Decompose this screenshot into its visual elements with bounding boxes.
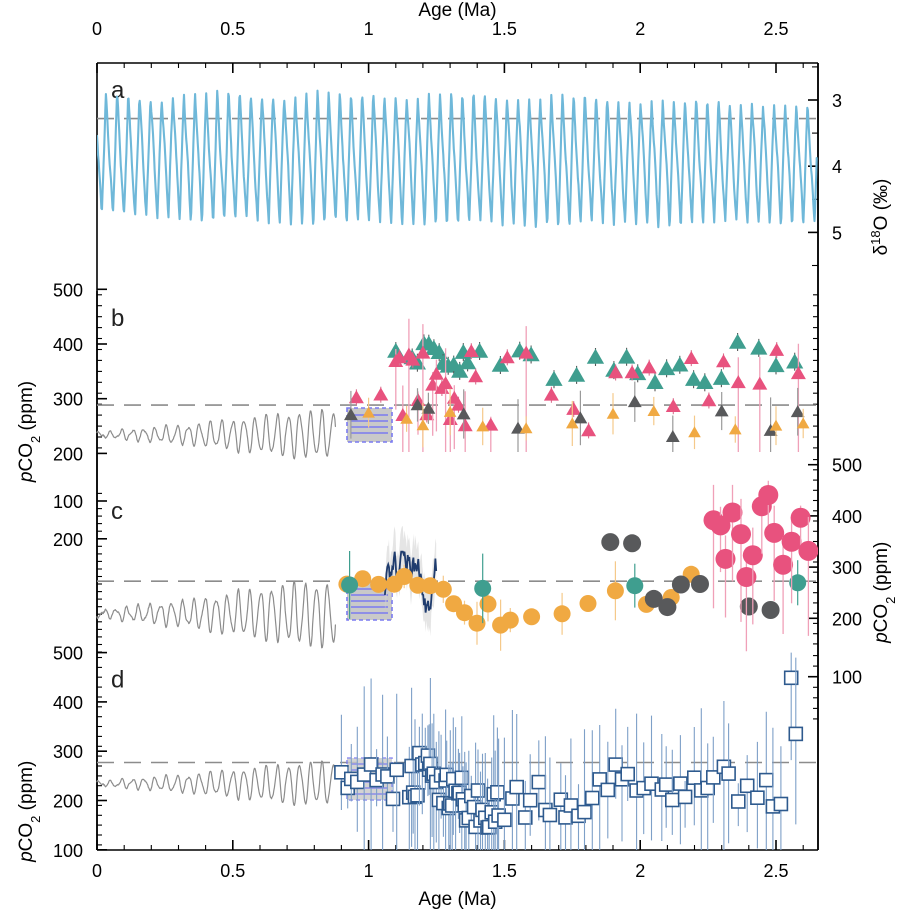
svg-text:Age (Ma): Age (Ma) [418,0,496,21]
svg-text:100: 100 [53,492,83,512]
svg-text:100: 100 [53,841,83,861]
svg-text:200: 200 [53,530,83,550]
svg-text:1.5: 1.5 [492,19,517,39]
svg-text:b: b [111,305,124,332]
svg-text:400: 400 [53,335,83,355]
svg-text:c: c [111,498,123,525]
svg-text:300: 300 [53,742,83,762]
svg-text:500: 500 [832,456,862,476]
svg-text:2: 2 [635,861,645,881]
svg-text:200: 200 [832,609,862,629]
svg-text:1.5: 1.5 [492,861,517,881]
svg-text:d: d [111,667,124,694]
svg-text:200: 200 [53,792,83,812]
svg-text:200: 200 [53,444,83,464]
svg-text:2.5: 2.5 [763,861,788,881]
svg-text:1: 1 [364,19,374,39]
svg-text:3: 3 [832,91,842,111]
svg-text:0: 0 [92,861,102,881]
svg-text:300: 300 [53,390,83,410]
svg-text:4: 4 [832,157,842,177]
svg-text:400: 400 [53,693,83,713]
svg-text:Age (Ma): Age (Ma) [418,889,496,910]
svg-text:2: 2 [635,19,645,39]
svg-text:2.5: 2.5 [763,19,788,39]
svg-text:500: 500 [53,280,83,300]
svg-text:0: 0 [92,19,102,39]
svg-text:100: 100 [832,668,862,688]
svg-text:0.5: 0.5 [220,861,245,881]
svg-text:400: 400 [832,507,862,527]
svg-text:1: 1 [364,861,374,881]
svg-text:500: 500 [53,644,83,664]
svg-text:300: 300 [832,558,862,578]
svg-text:0.5: 0.5 [220,19,245,39]
svg-text:5: 5 [832,223,842,243]
